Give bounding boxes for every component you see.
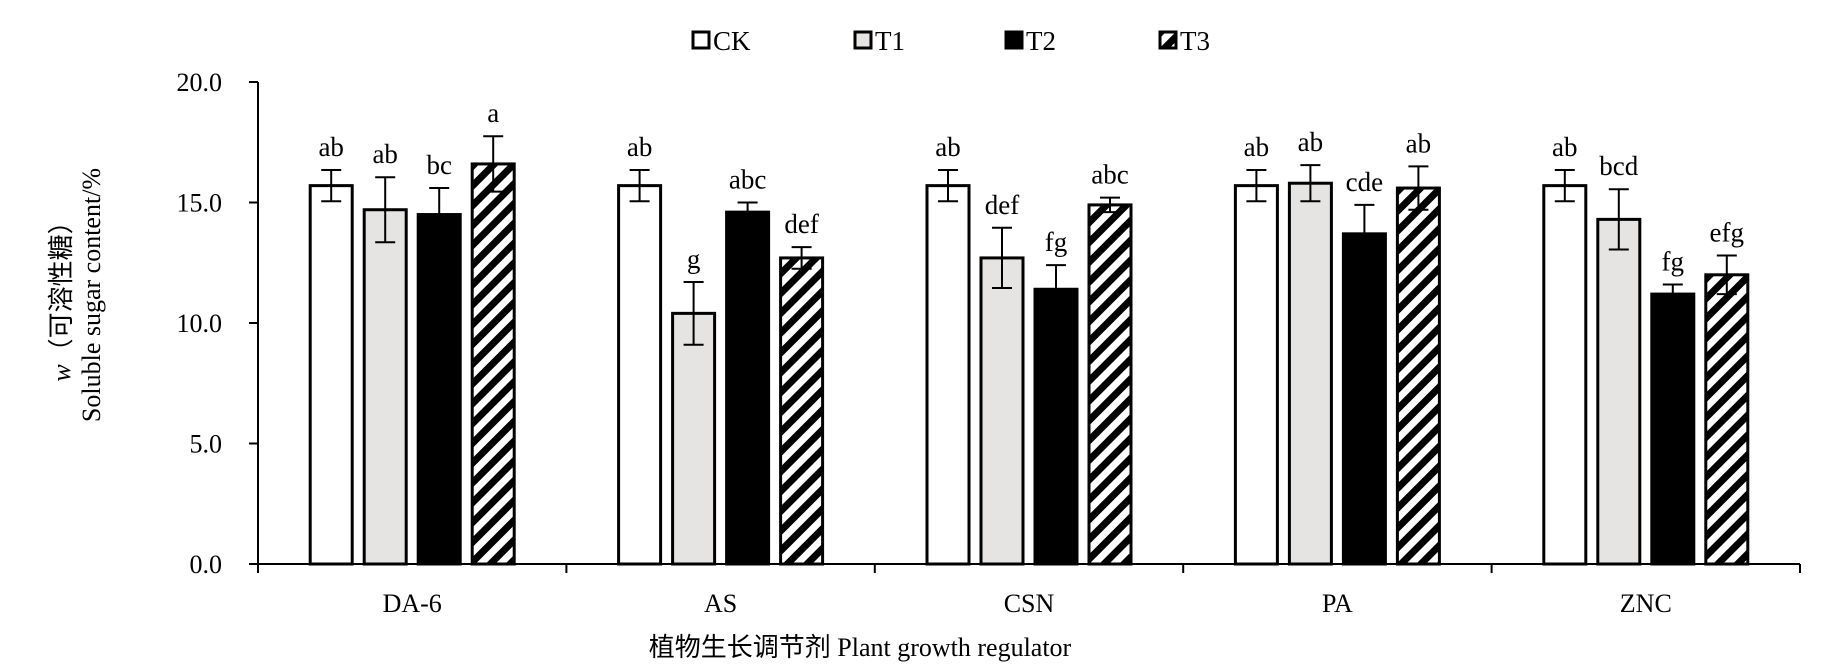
significance-label: bcd <box>1599 151 1638 181</box>
bar <box>779 256 825 566</box>
y-tick-label: 10.0 <box>177 309 223 338</box>
x-tick-label: PA <box>1322 589 1353 618</box>
y-tick-label: 20.0 <box>177 68 223 97</box>
significance-label: ab <box>1552 132 1577 162</box>
bar <box>617 184 663 566</box>
x-tick-label: CSN <box>1004 589 1055 618</box>
bar <box>470 162 516 566</box>
bar <box>671 311 717 566</box>
x-tick-label: AS <box>704 589 737 618</box>
legend: CK T1 T2 T3 <box>691 26 1210 56</box>
bar <box>308 184 354 566</box>
significance-label: ab <box>372 139 397 169</box>
x-tick-label: ZNC <box>1620 589 1672 618</box>
y-axis-label-line1: w（可溶性糖） <box>47 208 76 381</box>
bar <box>416 213 462 566</box>
significance-label: abc <box>729 165 766 195</box>
significance-label: efg <box>1710 218 1744 248</box>
bar <box>1542 184 1588 566</box>
legend-label: T3 <box>1180 26 1210 56</box>
bar <box>1596 217 1642 566</box>
y-tick-label: 15.0 <box>177 189 223 218</box>
significance-label: ab <box>935 132 960 162</box>
significance-label: def <box>784 209 818 239</box>
bar <box>1704 273 1750 566</box>
y-tick-label: 5.0 <box>190 430 223 459</box>
y-tick-label: 0.0 <box>190 550 223 579</box>
significance-label: ab <box>1244 132 1269 162</box>
significance-label: fg <box>1045 227 1068 257</box>
significance-label: cde <box>1346 167 1383 197</box>
significance-label: fg <box>1662 246 1685 276</box>
bar <box>925 184 971 566</box>
significance-label: ab <box>1406 128 1431 158</box>
y-axis-label-italic: w <box>47 364 76 382</box>
significance-label: abc <box>1091 160 1128 190</box>
significance-label: bc <box>426 150 452 180</box>
legend-swatch <box>853 30 873 50</box>
axis-labels: w（可溶性糖） Soluble sugar content/% 植物生长调节剂 … <box>47 168 1072 662</box>
legend-swatch <box>1158 30 1178 50</box>
legend-swatch <box>1004 30 1024 50</box>
x-axis-label: 植物生长调节剂 Plant growth regulator <box>649 633 1072 662</box>
significance-label: g <box>687 244 701 274</box>
significance-label: ab <box>1298 127 1323 157</box>
y-axis-label-cn: （可溶性糖） <box>47 208 76 364</box>
legend-label: T2 <box>1026 26 1056 56</box>
significance-label: a <box>487 98 499 128</box>
y-axis: 0.0 5.0 10.0 15.0 20.0 <box>177 68 259 579</box>
legend-label: T1 <box>875 26 905 56</box>
significance-label: def <box>985 190 1019 220</box>
bar <box>1233 184 1279 566</box>
legend-swatch <box>691 30 711 50</box>
x-axis: DA-6 AS CSN PA ZNC <box>257 563 1801 618</box>
bar <box>1033 287 1079 566</box>
x-tick-label: DA-6 <box>383 589 442 618</box>
legend-label: CK <box>713 26 751 56</box>
bar <box>1650 292 1696 566</box>
bar <box>362 208 408 566</box>
bar <box>1341 232 1387 566</box>
significance-label: ab <box>318 132 343 162</box>
bar <box>725 210 771 566</box>
bar <box>1087 203 1133 566</box>
bar <box>1395 186 1441 566</box>
bar <box>1287 181 1333 566</box>
significance-label: ab <box>627 132 652 162</box>
bar <box>979 256 1025 566</box>
y-axis-label-line2: Soluble sugar content/% <box>77 168 106 422</box>
